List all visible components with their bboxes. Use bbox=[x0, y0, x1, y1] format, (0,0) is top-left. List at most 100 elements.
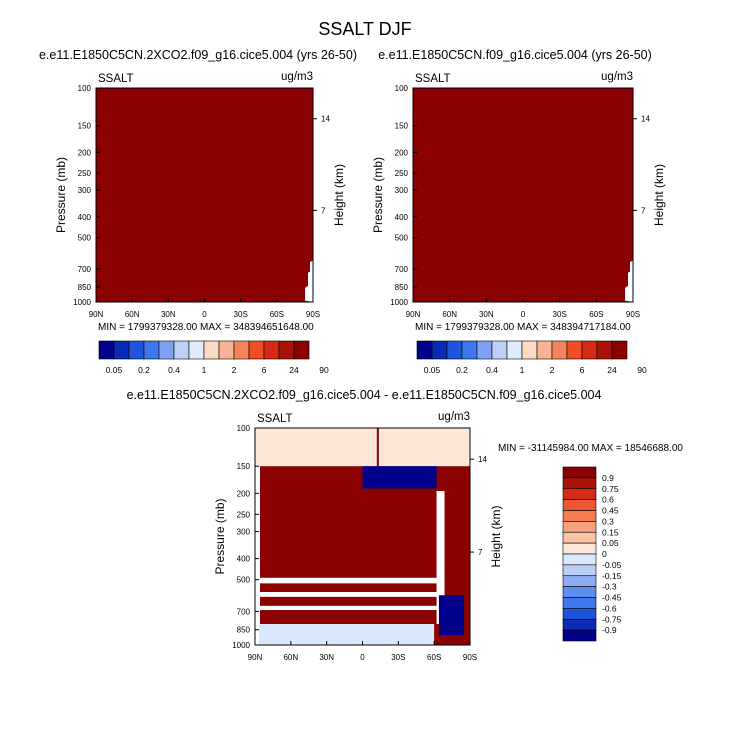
x-tick-label: 90S bbox=[626, 310, 640, 319]
y2-tick-label: 14 bbox=[478, 455, 487, 464]
field bbox=[96, 88, 313, 302]
colorbar-box bbox=[263, 340, 280, 360]
colorbar-box bbox=[293, 340, 310, 360]
min-max-stats: MIN = 1799379328.00 MAX = 348394717184.0… bbox=[415, 322, 631, 333]
y-tick-label: 100 bbox=[237, 424, 251, 433]
colorbar-box bbox=[562, 586, 597, 598]
colorbar-label: -0.9 bbox=[602, 625, 617, 635]
colorbar-box bbox=[562, 531, 597, 544]
colorbar-box bbox=[491, 340, 508, 360]
colorbar-2: 0.90.750.60.450.30.150.050-0.05-0.15-0.3… bbox=[562, 466, 622, 642]
panel-title: e.e11.E1850C5CN.2XCO2.f09_g16.cice5.004 … bbox=[127, 388, 602, 402]
y-tick-label: 150 bbox=[395, 122, 409, 131]
colorbar-label: -0.75 bbox=[602, 614, 622, 624]
y-tick-label: 250 bbox=[78, 169, 92, 178]
y-tick-label: 700 bbox=[78, 265, 92, 274]
panels: e.e11.E1850C5CN.2XCO2.f09_g16.cice5.004 … bbox=[39, 48, 683, 662]
colorbar-box bbox=[596, 340, 613, 360]
x-tick-label: 30N bbox=[319, 653, 334, 662]
colorbar-box bbox=[562, 553, 597, 566]
y-tick-label: 200 bbox=[395, 148, 409, 157]
x-tick-label: 0 bbox=[202, 310, 207, 319]
y-tick-label: 850 bbox=[78, 283, 92, 292]
field bbox=[413, 88, 633, 302]
y2-tick-label: 7 bbox=[641, 206, 646, 215]
colorbar-box bbox=[521, 340, 538, 360]
colorbar-label: 24 bbox=[289, 365, 299, 375]
panel-0: e.e11.E1850C5CN.2XCO2.f09_g16.cice5.004 … bbox=[39, 48, 357, 333]
y2-axis-label: Height (km) bbox=[489, 505, 503, 567]
y-tick-label: 100 bbox=[395, 84, 409, 93]
min-max-stats: MIN = 1799379328.00 MAX = 348394651648.0… bbox=[98, 322, 314, 333]
colorbar-label: 6 bbox=[580, 365, 585, 375]
colorbar-box bbox=[506, 340, 523, 360]
x-tick-label: 90S bbox=[306, 310, 320, 319]
field-gap bbox=[255, 466, 260, 645]
y-tick-label: 1000 bbox=[390, 298, 408, 307]
colorbar-box bbox=[611, 340, 628, 360]
y-tick-label: 150 bbox=[78, 122, 92, 131]
y2-tick-label: 7 bbox=[321, 206, 326, 215]
colorbar-label: 0.4 bbox=[168, 365, 180, 375]
colorbar-box bbox=[188, 340, 205, 360]
colorbar-label: 0.75 bbox=[602, 484, 619, 494]
y-tick-label: 1000 bbox=[232, 641, 250, 650]
panel-variable-label: SSALT bbox=[98, 73, 134, 85]
panel-variable-label: SSALT bbox=[415, 73, 451, 85]
y-tick-label: 400 bbox=[395, 213, 409, 222]
colorbar-box bbox=[158, 340, 175, 360]
field-negative bbox=[362, 466, 437, 489]
x-tick-label: 0 bbox=[360, 653, 365, 662]
colorbar-box bbox=[536, 340, 553, 360]
colorbar-label: 90 bbox=[319, 365, 329, 375]
y-tick-label: 1000 bbox=[73, 298, 91, 307]
field-positive bbox=[255, 466, 470, 645]
colorbar-box bbox=[562, 521, 597, 533]
colorbar-box bbox=[203, 340, 220, 360]
colorbar-box bbox=[416, 340, 433, 360]
field-gap bbox=[259, 592, 437, 597]
colorbar-box bbox=[278, 340, 295, 360]
colorbar-box bbox=[581, 340, 598, 360]
colorbar-box bbox=[562, 564, 597, 577]
y-tick-label: 300 bbox=[78, 186, 92, 195]
panel-units-label: ug/m3 bbox=[601, 71, 633, 83]
colorbar-box bbox=[566, 340, 583, 360]
field-gap bbox=[625, 260, 633, 302]
colorbar-label: -0.05 bbox=[602, 560, 622, 570]
colorbar-0: 0.05 0.2 0.4 1 2 6 24 90 bbox=[98, 340, 329, 375]
colorbar-label: 0.3 bbox=[602, 516, 614, 526]
colorbar-box bbox=[431, 340, 448, 360]
x-tick-label: 90S bbox=[463, 653, 477, 662]
panel-1: e.e11.E1850C5CN.f09_g16.cice5.004 (yrs 2… bbox=[371, 48, 666, 333]
y-axis-label: Pressure (mb) bbox=[371, 157, 385, 233]
colorbar-box bbox=[562, 477, 597, 490]
min-max-stats: MIN = -31145984.00 MAX = 18546688.00 bbox=[498, 443, 683, 454]
y-axis-label: Pressure (mb) bbox=[213, 498, 227, 574]
colorbar-label: 0.15 bbox=[602, 527, 619, 537]
colorbar-box bbox=[461, 340, 478, 360]
colorbar-label: 0.45 bbox=[602, 506, 619, 516]
x-tick-label: 60N bbox=[442, 310, 457, 319]
panel-units-label: ug/m3 bbox=[281, 71, 313, 83]
colorbar-label: 2 bbox=[550, 365, 555, 375]
colorbar-box bbox=[562, 618, 597, 631]
field-area bbox=[413, 88, 633, 302]
y-tick-label: 300 bbox=[395, 186, 409, 195]
y-tick-label: 500 bbox=[78, 234, 92, 243]
colorbar-1: 0.05 0.2 0.4 1 2 6 24 90 bbox=[416, 340, 647, 375]
y-tick-label: 400 bbox=[78, 213, 92, 222]
colorbar-label: 0.05 bbox=[424, 365, 441, 375]
y-tick-label: 100 bbox=[78, 84, 92, 93]
y2-axis-label: Height (km) bbox=[652, 164, 666, 226]
x-tick-label: 30N bbox=[161, 310, 176, 319]
colorbar-box bbox=[562, 510, 597, 522]
colorbar-label: 0.2 bbox=[456, 365, 468, 375]
x-tick-label: 30N bbox=[479, 310, 494, 319]
x-tick-label: 90N bbox=[406, 310, 421, 319]
x-tick-label: 90N bbox=[89, 310, 104, 319]
colorbar-box bbox=[562, 542, 597, 555]
x-tick-label: 60N bbox=[125, 310, 140, 319]
colorbar-label: 2 bbox=[232, 365, 237, 375]
colorbar-label: -0.45 bbox=[602, 593, 622, 603]
